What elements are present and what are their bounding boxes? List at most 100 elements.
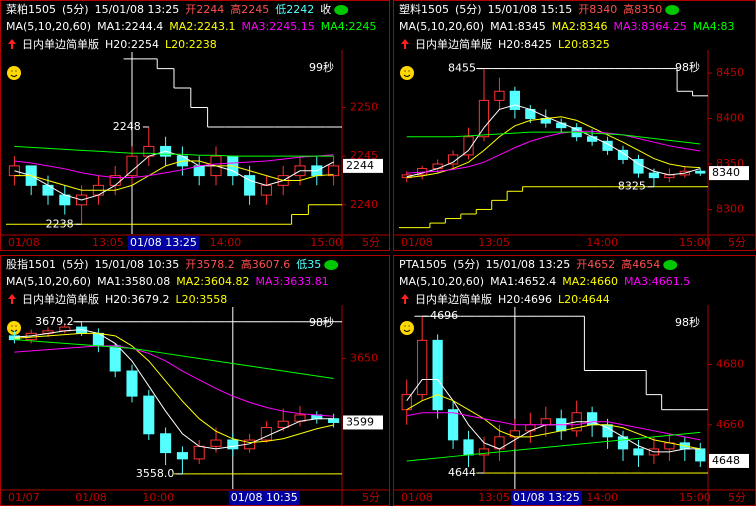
x-tick-label: 13:05	[478, 236, 510, 249]
candle-body	[328, 418, 340, 423]
ma-line	[14, 332, 334, 444]
header-text: H20:2254	[105, 38, 159, 51]
period-label: 5分	[362, 491, 380, 504]
last-price: 3599	[346, 415, 374, 428]
candle-body	[602, 140, 613, 151]
header-text: PTA1505	[399, 258, 447, 271]
timer: 99秒	[309, 60, 334, 74]
x-tick-label: 15:00	[679, 236, 711, 249]
header-text: 高8350	[623, 2, 662, 16]
header-text: 开3578.2	[185, 258, 235, 271]
header-text: MA2:8346	[552, 20, 608, 33]
header-text: MA1:3580.08	[97, 275, 170, 288]
x-tick-label: 01/08	[8, 236, 40, 249]
ma-line	[406, 431, 701, 462]
candle-body	[695, 170, 706, 174]
ma-line	[14, 154, 334, 179]
candle-body	[432, 339, 443, 411]
x-tick-label: 15:00	[310, 236, 342, 249]
chart-panel: 股指1501 (5分) 15/01/08 10:35 开3578.2 高3607.6 低3…	[0, 255, 390, 506]
header-text: (5分)	[455, 3, 482, 16]
candle-body	[277, 420, 289, 428]
candle-body	[447, 154, 459, 165]
up-arrow-icon	[8, 39, 16, 49]
candle-body	[695, 448, 706, 462]
smiley-icon	[7, 66, 21, 80]
header-text: 15/01/08 13:25	[486, 258, 571, 271]
header-text: (5分)	[453, 258, 480, 271]
smiley-face	[403, 325, 411, 332]
header-text: 日内单边简单版	[22, 37, 99, 51]
header-text: 15/01/08 13:25	[95, 3, 180, 16]
header-text: L20:8325	[558, 38, 610, 51]
last-price-tag	[709, 166, 749, 181]
header-text: MA1:4652.4	[490, 275, 556, 288]
x-tick-label: 14:00	[210, 236, 242, 249]
header-text: 高2245	[230, 2, 269, 16]
candle-body	[126, 370, 138, 397]
ma-line	[14, 345, 334, 417]
candle-body	[463, 439, 474, 456]
ma-line	[406, 412, 701, 441]
panel-border	[0, 0, 390, 251]
x-tick-label: 15:00	[679, 491, 711, 504]
header-text: (5分)	[62, 258, 89, 271]
ma-line	[406, 394, 701, 450]
x-tick-label: 01/07	[8, 491, 40, 504]
candle-body	[556, 122, 567, 129]
period-label: 5分	[362, 236, 380, 249]
extreme-label: 3558.0	[136, 467, 175, 480]
header-text: (5分)	[62, 3, 89, 16]
header-text: MA4:83	[693, 20, 735, 33]
up-arrow-icon	[8, 294, 16, 304]
candle-body	[432, 163, 443, 170]
ma-line	[14, 339, 334, 380]
last-price-tag	[709, 453, 749, 468]
smiley-face	[403, 70, 411, 77]
y-tick-label: 8400	[716, 112, 744, 125]
timer: 98秒	[675, 60, 700, 74]
header-text: H20:3679.2	[105, 293, 169, 306]
candle-body	[328, 165, 340, 177]
last-price-tag	[343, 415, 383, 430]
smiley-icon	[7, 321, 21, 335]
candle-body	[244, 175, 256, 196]
x-tick-label: 13:05	[92, 236, 124, 249]
smiley-icon	[400, 66, 414, 80]
x-tick-label: 13:05	[478, 491, 510, 504]
candle-body	[478, 448, 490, 456]
last-price: 8340	[712, 166, 740, 179]
x-tick-label: 01/08	[401, 491, 433, 504]
header-text: 开2244	[185, 3, 224, 16]
candle-body	[42, 184, 54, 196]
candle-body	[109, 345, 121, 372]
extreme-label: 4696	[430, 309, 458, 322]
ma-line	[14, 329, 334, 450]
header-text: 低2242	[275, 3, 314, 16]
candle-body	[633, 448, 644, 456]
header-text: MA4:2245	[321, 20, 377, 33]
candle-body	[176, 452, 188, 460]
header-text: MA3:2245.15	[242, 20, 315, 33]
candle-body	[260, 184, 272, 196]
candle-body	[648, 172, 660, 179]
header-text: MA2:2243.1	[169, 20, 235, 33]
chart-panel: 菜粕1505 (5分) 15/01/08 13:25 开2244 高2245 低2242 收…	[0, 0, 390, 251]
header-text: 15/01/08 15:15	[488, 3, 573, 16]
candle-body	[478, 99, 490, 138]
header-text: 开8340	[578, 3, 617, 16]
ma-line	[406, 130, 701, 174]
x-tick-label: 01/08	[401, 236, 433, 249]
extreme-label: 4644	[448, 466, 476, 479]
header-text: MA3:4661.5	[624, 275, 690, 288]
header-text: MA1:8345	[490, 20, 546, 33]
extreme-label: 8325	[618, 180, 646, 193]
header-text: 高3607.6	[241, 257, 291, 271]
candle-body	[586, 136, 598, 142]
header-text: L20:2238	[165, 38, 217, 51]
last-price: 4648	[712, 454, 740, 467]
extreme-label: 2248	[113, 120, 141, 133]
header-text: 塑料1505	[399, 2, 449, 16]
candle-body	[417, 339, 428, 396]
